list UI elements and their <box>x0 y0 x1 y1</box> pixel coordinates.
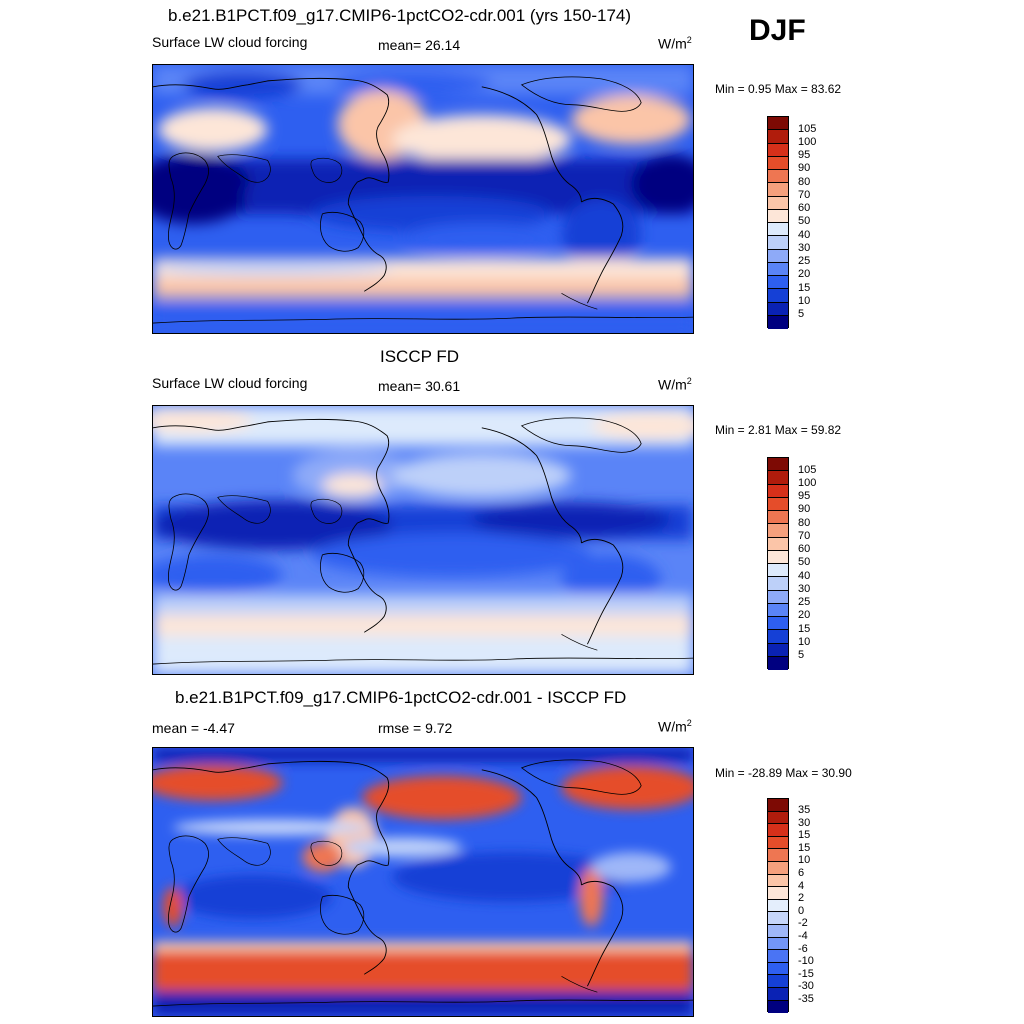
colorbar-label: 80 <box>798 175 811 188</box>
mean-label: mean= 30.61 <box>378 378 461 394</box>
colorbar-label: 2 <box>798 892 805 905</box>
map-plot <box>152 64 694 334</box>
colorbar-label: 15 <box>798 622 811 635</box>
colorbar-label: 30 <box>798 582 811 595</box>
colorbar-label: -15 <box>798 967 814 980</box>
field-label: Surface LW cloud forcing <box>152 375 308 391</box>
colorbar <box>767 798 789 1014</box>
colorbar <box>767 457 789 670</box>
colorbar-label: 0 <box>798 904 805 917</box>
colorbar-label: 95 <box>798 149 811 161</box>
colorbar-label: 70 <box>798 529 811 542</box>
colorbar-label: 10 <box>798 854 811 867</box>
colorbar-label: 50 <box>798 215 811 228</box>
colorbar-label: 20 <box>798 268 811 281</box>
field-label: Surface LW cloud forcing <box>152 34 308 50</box>
colorbar-label: 4 <box>798 879 805 892</box>
colorbar-label: 10 <box>798 635 811 648</box>
panel-title: b.e21.B1PCT.f09_g17.CMIP6-1pctCO2-cdr.00… <box>168 6 632 25</box>
map-plot <box>152 405 694 675</box>
colorbar-label: 30 <box>798 241 811 254</box>
colorbar-label: 100 <box>798 135 817 148</box>
rmse-label: rmse = 9.72 <box>378 720 453 736</box>
colorbar-label: 15 <box>798 281 811 294</box>
colorbar-label: -35 <box>798 993 814 1005</box>
colorbar-label: 20 <box>798 609 811 622</box>
colorbar-label: 5 <box>798 308 805 320</box>
season-label: DJF <box>749 14 806 47</box>
mean-label: mean = -4.47 <box>152 720 235 736</box>
colorbar-label: 50 <box>798 556 811 569</box>
colorbar-label: 80 <box>798 516 811 529</box>
units-label: W/m2 <box>658 376 692 393</box>
colorbar-label: 25 <box>798 596 811 608</box>
colorbar-label: 60 <box>798 543 811 555</box>
colorbar <box>767 116 789 329</box>
colorbar-label: -2 <box>798 917 808 930</box>
colorbar-label: 105 <box>798 122 817 135</box>
colorbar-label: 40 <box>798 228 811 241</box>
map-plot <box>152 747 694 1017</box>
colorbar-label: -30 <box>798 980 814 993</box>
colorbar-label: 6 <box>798 867 805 879</box>
colorbar-label: 35 <box>798 804 811 816</box>
colorbar-label: 100 <box>798 476 817 489</box>
colorbar-label: 105 <box>798 463 817 476</box>
panel-title: b.e21.B1PCT.f09_g17.CMIP6-1pctCO2-cdr.00… <box>175 688 627 707</box>
colorbar-label: 70 <box>798 188 811 201</box>
colorbar-label: 60 <box>798 202 811 214</box>
colorbar-label: 15 <box>798 841 811 854</box>
units-label: W/m2 <box>658 35 692 52</box>
mean-label: mean= 26.14 <box>378 37 461 53</box>
colorbar-label: 90 <box>798 162 811 175</box>
colorbar-label: -4 <box>798 930 808 942</box>
units-label: W/m2 <box>658 718 692 735</box>
colorbar-label: -6 <box>798 942 808 955</box>
panel-title: ISCCP FD <box>380 347 460 366</box>
colorbar-label: 40 <box>798 569 811 582</box>
colorbar-label: 25 <box>798 255 811 267</box>
colorbar-label: -10 <box>798 955 814 968</box>
min-max-label: Min = -28.89 Max = 30.90 <box>715 766 852 780</box>
colorbar-label: 5 <box>798 649 805 661</box>
colorbar-label: 30 <box>798 816 811 829</box>
colorbar-label: 90 <box>798 503 811 516</box>
colorbar-label: 15 <box>798 829 811 842</box>
colorbar-label: 95 <box>798 490 811 502</box>
min-max-label: Min = 0.95 Max = 83.62 <box>715 82 842 96</box>
colorbar-label: 10 <box>798 294 811 307</box>
min-max-label: Min = 2.81 Max = 59.82 <box>715 423 842 437</box>
